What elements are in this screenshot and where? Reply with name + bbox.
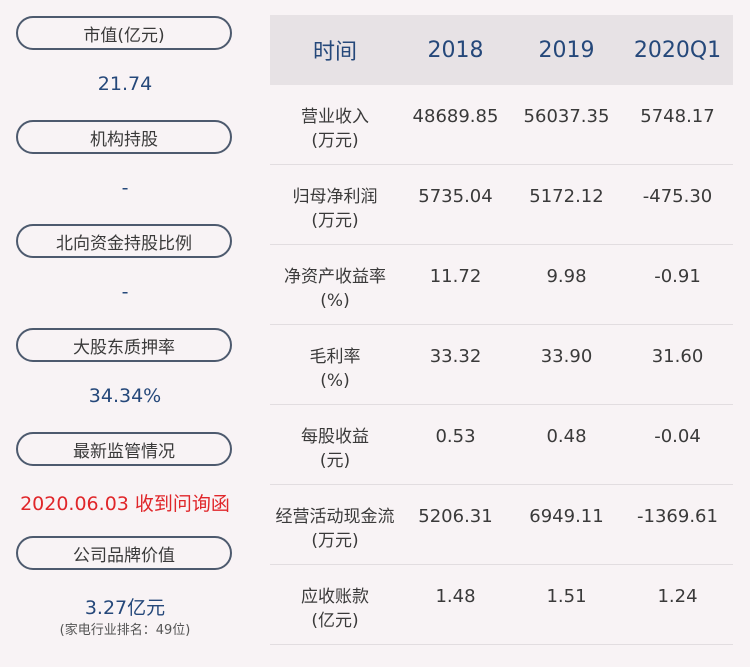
- row-label-name: 营业收入: [301, 107, 369, 127]
- table-cell: 0.48: [546, 426, 587, 447]
- brand-value-rank-note: (家电行业排名：49位): [59, 623, 191, 638]
- row-label-name: 毛利率: [309, 347, 361, 367]
- table-cell: 56037.35: [523, 106, 610, 127]
- row-label: 应收账款 (亿元): [270, 565, 400, 633]
- table-cell: 33.90: [540, 346, 593, 367]
- table-row: 营业收入 (万元) 48689.85 56037.35 5748.17: [270, 85, 733, 165]
- table-row: 净资产收益率 (%) 11.72 9.98 -0.91: [270, 245, 733, 325]
- table-row: 应收账款 (亿元) 1.48 1.51 1.24: [270, 565, 733, 645]
- table-cell: -475.30: [642, 186, 713, 207]
- table-row: 毛利率 (%) 33.32 33.90 31.60: [270, 325, 733, 405]
- northbound-holding-value: -: [121, 281, 129, 303]
- northbound-holding-label: 北向资金持股比例: [16, 224, 232, 258]
- header-2018: 2018: [427, 37, 484, 63]
- header-2020q1: 2020Q1: [633, 37, 722, 63]
- regulatory-status-value: 2020.06.03 收到问询函: [20, 493, 230, 515]
- table-row: 每股收益 (元) 0.53 0.48 -0.04: [270, 405, 733, 485]
- row-label: 归母净利润 (万元): [270, 165, 400, 233]
- pledge-ratio-value: 34.34%: [88, 385, 162, 407]
- table-cell: 33.32: [429, 346, 482, 367]
- table-cell: 0.53: [435, 426, 476, 447]
- row-label-unit: (%): [320, 291, 350, 311]
- table-cell: 1.48: [435, 586, 476, 607]
- table-cell: -1369.61: [637, 506, 718, 527]
- table-row: 归母净利润 (万元) 5735.04 5172.12 -475.30: [270, 165, 733, 245]
- header-period: 时间: [312, 40, 357, 65]
- row-label-name: 应收账款: [301, 587, 369, 607]
- table-cell: 48689.85: [412, 106, 499, 127]
- table-cell: 5735.04: [418, 186, 493, 207]
- brand-value-value: 3.27亿元: [84, 597, 166, 619]
- row-label: 每股收益 (元): [270, 405, 400, 473]
- row-label: 营业收入 (万元): [270, 85, 400, 153]
- table-cell: 5172.12: [529, 186, 604, 207]
- row-label-unit: (万元): [311, 211, 359, 231]
- row-label: 经营活动现金流 (万元): [270, 485, 400, 553]
- row-label-name: 归母净利润: [292, 187, 378, 207]
- table-cell: 5206.31: [418, 506, 493, 527]
- row-label-unit: (元): [319, 451, 351, 471]
- metrics-panel: 市值(亿元) 21.74 机构持股 - 北向资金持股比例 - 大股东质押率 34…: [0, 0, 250, 667]
- table-cell: 5748.17: [640, 106, 715, 127]
- table-cell: 1.51: [546, 586, 587, 607]
- table-cell: -0.91: [654, 266, 701, 287]
- brand-value-label: 公司品牌价值: [16, 536, 232, 570]
- row-label-unit: (亿元): [311, 611, 359, 631]
- table-cell: 31.60: [651, 346, 704, 367]
- market-cap-label: 市值(亿元): [16, 16, 232, 50]
- market-cap-value: 21.74: [97, 73, 153, 95]
- pledge-ratio-label: 大股东质押率: [16, 328, 232, 362]
- row-label-name: 经营活动现金流: [275, 507, 395, 527]
- row-label: 净资产收益率 (%): [270, 245, 400, 313]
- institutional-holding-value: -: [121, 177, 129, 199]
- financial-table: 时间 2018 2019 2020Q1 营业收入 (万元) 48689.85 56…: [270, 15, 733, 645]
- institutional-holding-label: 机构持股: [16, 120, 232, 154]
- row-label-name: 每股收益: [301, 427, 369, 447]
- table-cell: 1.24: [657, 586, 698, 607]
- table-cell: 11.72: [429, 266, 482, 287]
- table-row: 经营活动现金流 (万元) 5206.31 6949.11 -1369.61: [270, 485, 733, 565]
- row-label-unit: (万元): [311, 531, 359, 551]
- row-label-name: 净资产收益率: [284, 267, 386, 287]
- table-cell: 6949.11: [529, 506, 604, 527]
- row-label-unit: (%): [320, 371, 350, 391]
- row-label: 毛利率 (%): [270, 325, 400, 393]
- regulatory-status-label: 最新监管情况: [16, 432, 232, 466]
- row-label-unit: (万元): [311, 131, 359, 151]
- table-header-row: 时间 2018 2019 2020Q1: [270, 15, 733, 85]
- header-2019: 2019: [538, 37, 595, 63]
- table-cell: -0.04: [654, 426, 701, 447]
- table-cell: 9.98: [546, 266, 587, 287]
